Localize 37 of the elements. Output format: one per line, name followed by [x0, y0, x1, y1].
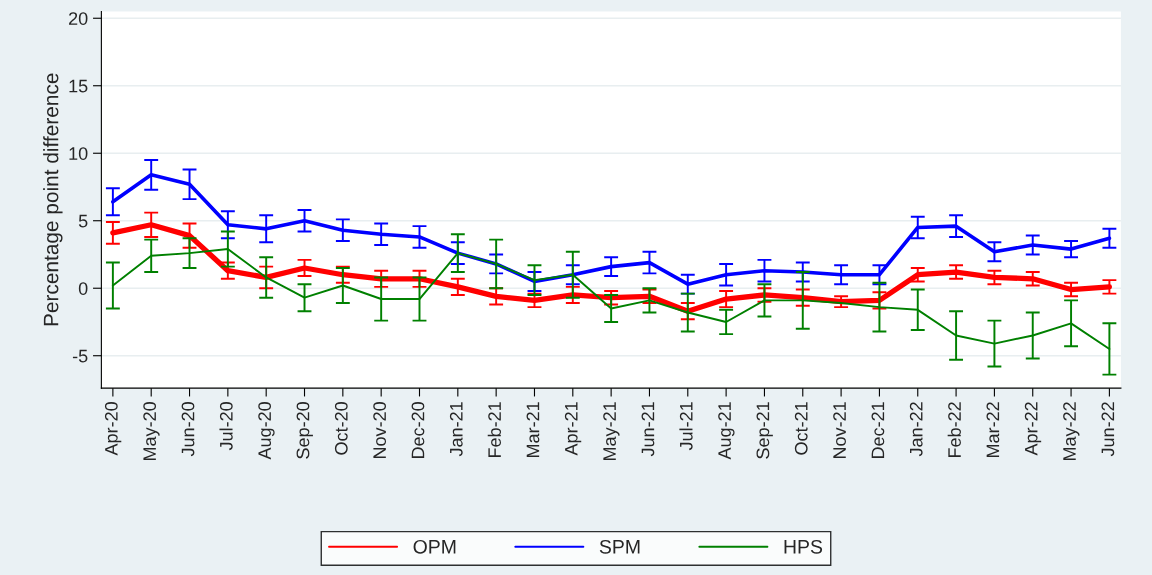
- x-tick-label: Jul-21: [679, 402, 693, 451]
- x-tick-label: Feb-22: [947, 402, 961, 458]
- x-tick-label: Jun-22: [1101, 402, 1115, 457]
- y-tick-label: 0: [78, 282, 88, 295]
- y-tick-label: 5: [78, 214, 88, 228]
- y-tick-label: 15: [69, 79, 88, 93]
- y-tick-label: 20: [69, 12, 88, 25]
- x-tick-label: May-20: [143, 402, 160, 461]
- legend-label: SPM: [599, 539, 640, 554]
- y-tick-label: 10: [69, 147, 88, 160]
- legend-label: HPS: [784, 539, 823, 554]
- x-tick-label: Jan-22: [909, 402, 923, 457]
- x-tick-label: Jun-20: [181, 402, 195, 457]
- x-tick-label: Dec-21: [871, 402, 885, 459]
- x-tick-label: Dec-20: [411, 402, 425, 459]
- x-tick-label: Jun-21: [641, 402, 655, 457]
- x-tick-label: Aug-21: [718, 402, 735, 460]
- x-tick-label: Sep-20: [296, 402, 313, 459]
- x-tick-label: May-21: [603, 402, 620, 461]
- x-tick-label: Jan-21: [449, 402, 463, 457]
- legend-label: OPM: [413, 539, 456, 554]
- x-tick-label: Apr-22: [1024, 402, 1042, 456]
- x-tick-label: May-22: [1063, 402, 1080, 461]
- x-tick-label: Nov-21: [833, 402, 846, 459]
- y-axis-title: Percentage point difference: [43, 73, 63, 326]
- x-tick-label: Jul-20: [219, 402, 233, 451]
- x-tick-label: Aug-20: [258, 402, 275, 460]
- x-tick-label: Oct-20: [334, 402, 348, 455]
- x-tick-label: Nov-20: [373, 402, 387, 459]
- x-tick-label: Apr-20: [104, 402, 122, 456]
- x-tick-label: Apr-21: [564, 402, 582, 456]
- x-tick-label: Sep-21: [756, 402, 773, 459]
- x-tick-label: Feb-21: [487, 402, 501, 458]
- x-tick-label: Mar-21: [526, 402, 540, 458]
- x-tick-label: Oct-21: [794, 402, 808, 455]
- x-tick-label: Mar-22: [986, 402, 1000, 458]
- y-tick-label: -5: [72, 349, 88, 363]
